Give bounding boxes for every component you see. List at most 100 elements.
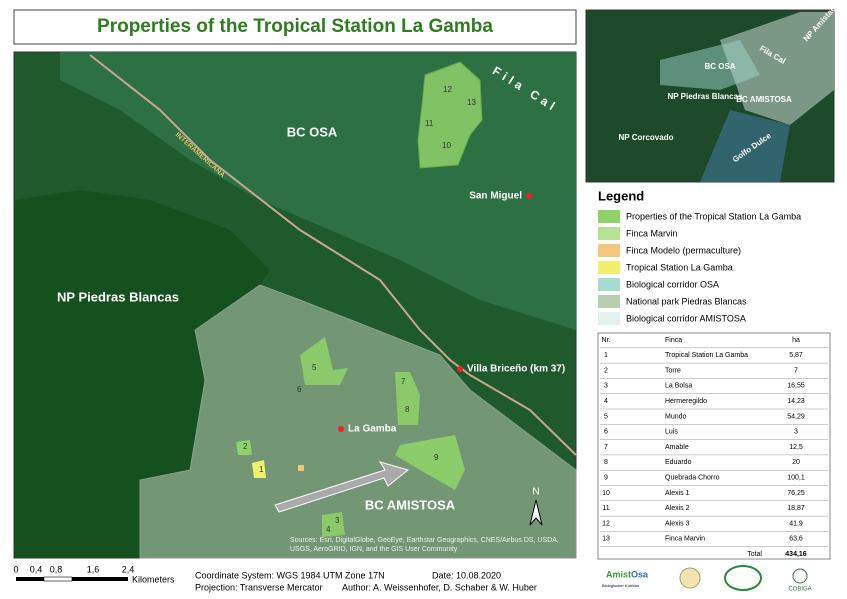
table-cell: 7 [604, 444, 608, 451]
parcel-label: 6 [297, 385, 302, 394]
place-label: Villa Briceño (km 37) [467, 364, 565, 375]
table-cell: 5 [604, 413, 608, 420]
table-cell: 12 [602, 520, 610, 527]
table-cell: La Bolsa [665, 383, 692, 390]
parcel-label: 9 [434, 453, 439, 462]
table-cell: 10 [602, 490, 610, 497]
parcel-label: 10 [442, 141, 451, 150]
scale-label: 0 [13, 564, 18, 574]
table: Nr. Finca ha 1 Tropical Station La Gamba 5,87… [600, 337, 828, 558]
parcel-1 [252, 460, 266, 478]
table-header: Finca [665, 337, 682, 344]
table-cell: Torre [665, 367, 681, 374]
table-cell: Tropical Station La Gamba [665, 352, 748, 359]
parcel-label: 3 [335, 516, 340, 525]
table-cell: Quebrada Chorro [665, 475, 720, 482]
table-cell: 76,25 [787, 490, 805, 497]
legend: Properties of the Tropical Station La Ga… [598, 210, 801, 325]
scale-seg [43, 576, 73, 582]
north-label: N [532, 487, 539, 498]
logo [724, 565, 762, 591]
table-cell: Alexis 3 [665, 520, 690, 527]
north-arrow [529, 499, 543, 526]
table-cell: Hermeregildo [665, 398, 707, 405]
place-label: San Miguel [469, 191, 522, 202]
source: Sources: Esri, DigitalGlobe, GeoEye, Ear… [290, 537, 559, 553]
table-cell: 16,55 [787, 383, 805, 390]
road [89, 54, 577, 456]
map-label: BC OSA [287, 124, 338, 139]
table-cell: 14,23 [787, 398, 805, 405]
parcel-label: 12 [443, 85, 452, 94]
scale-unit: Kilometers [132, 574, 175, 584]
parcel-label: 13 [467, 98, 476, 107]
place-dot [526, 193, 532, 199]
table-cell: 13 [602, 536, 610, 543]
legend-swatch [598, 295, 620, 308]
parcel-2 [236, 440, 252, 455]
parcel-label: 8 [405, 405, 410, 414]
logo-text: Amist [606, 569, 631, 579]
table-cell: 20 [792, 459, 800, 466]
arrow [274, 461, 410, 513]
place-dot [338, 426, 344, 432]
table-cell: Eduardo [665, 459, 692, 466]
table-cell: 7 [794, 367, 798, 374]
table-cell: 1 [604, 352, 608, 359]
projection: Projection: Transverse Mercator [195, 582, 323, 592]
table-header: Nr. [602, 337, 611, 344]
logo-text: Osa [631, 569, 649, 579]
scale-bar [16, 576, 128, 582]
scale-label: 2,4 [122, 564, 135, 574]
inset-label: NP Piedras Blancas [667, 92, 743, 101]
legend-label: Biological corridor OSA [626, 279, 719, 289]
scale-label: 0,8 [50, 564, 63, 574]
np-area [14, 190, 270, 558]
source-box: Sources: Esri, DigitalGlobe, GeoEye, Ear… [290, 537, 559, 553]
table-cell: Luis [665, 429, 678, 436]
inset-label: BC OSA [704, 62, 735, 71]
title-box [13, 9, 577, 45]
logos: Amist Osa Biologischer Korridor COBIGA [602, 565, 812, 593]
table-cell: Amable [665, 444, 689, 451]
scale-label: 0,4 [30, 564, 43, 574]
finca-modelo [298, 465, 304, 471]
logo [792, 568, 808, 584]
title: Properties of the Tropical Station La Ga… [97, 16, 493, 37]
table-cell: 11 [602, 505, 609, 512]
parcel-label: 5 [312, 363, 317, 372]
table-cell: 2 [604, 367, 608, 374]
table-cell: 5,87 [789, 352, 803, 359]
place-dot [457, 366, 463, 372]
parcel-9 [395, 435, 465, 490]
legend-label: Finca Modelo (permaculture) [626, 245, 741, 255]
table-cell: 9 [604, 475, 608, 482]
legend-title: Legend [598, 188, 644, 203]
parcel-label: 1 [259, 465, 264, 474]
legend-swatch [598, 261, 620, 274]
scale-seg [16, 577, 44, 581]
table-cell: Finca Marvin [665, 536, 705, 543]
author: Author: A. Weissenhofer, D. Schaber & W.… [342, 582, 537, 592]
table-cell: 8 [604, 459, 608, 466]
parcel-label: 7 [401, 377, 406, 386]
table-cell: 63,6 [789, 536, 803, 543]
map-label: BC AMISTOSA [365, 497, 456, 512]
logo-text: Biologischer Korridor [602, 583, 640, 588]
legend-label: Biological corridor AMISTOSA [626, 313, 746, 323]
inset-label: BC AMISTOSA [736, 95, 792, 104]
table-header: ha [792, 337, 800, 344]
map-label: NP Piedras Blancas [57, 289, 179, 304]
legend-label: Tropical Station La Gamba [626, 262, 733, 272]
main-map: 1 2 3 4 5 6 7 8 9 10 11 12 13 BC OSA NP … [13, 51, 577, 559]
legend-swatch [598, 210, 620, 223]
legend-swatch [598, 244, 620, 257]
scale-seg [72, 577, 128, 581]
parcel-label: 4 [326, 525, 331, 534]
legend-swatch [598, 227, 620, 240]
legend-label: Finca Marvin [626, 228, 678, 238]
parcel-7-8 [395, 372, 420, 425]
inset-label: NP Corcovado [619, 133, 674, 142]
parcel-label: 11 [425, 119, 434, 128]
